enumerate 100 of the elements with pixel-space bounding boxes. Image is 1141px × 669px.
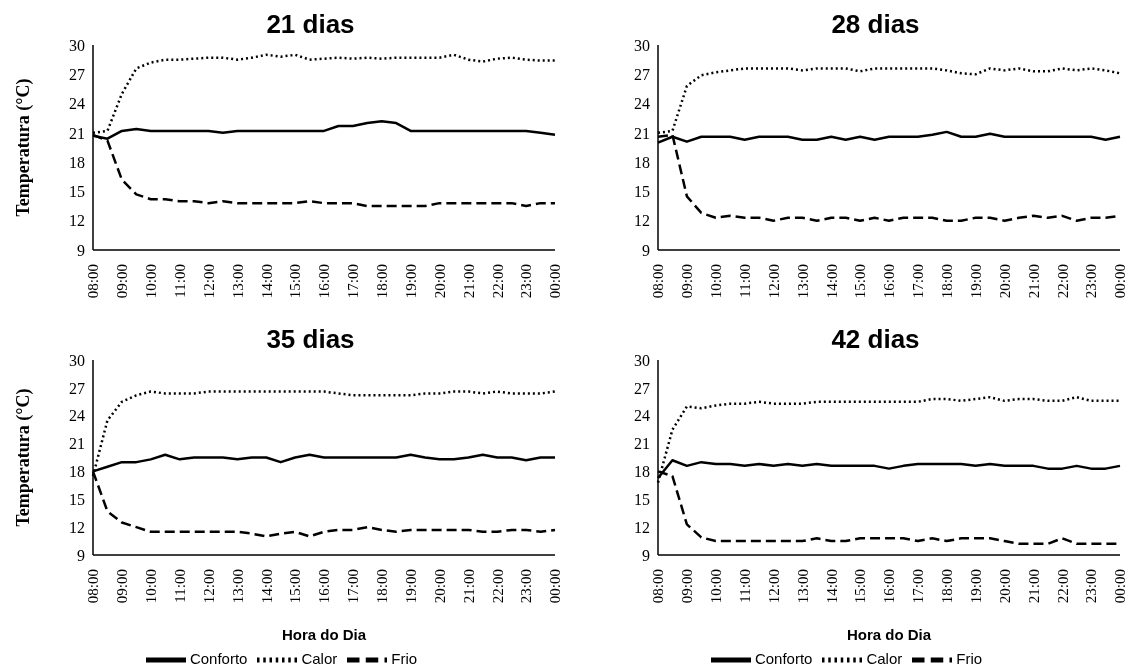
x-tick-label: 16:00: [316, 569, 333, 604]
x-tick-label: 10:00: [708, 569, 724, 604]
x-tick-label: 18:00: [374, 264, 390, 299]
x-tick-label: 19:00: [967, 569, 984, 604]
y-tick-label: 21: [634, 124, 650, 142]
x-tick-label: 15:00: [852, 264, 869, 299]
y-tick-label: 12: [634, 212, 650, 230]
y-tick-label: 21: [634, 435, 650, 453]
x-tick-label: 15:00: [287, 264, 304, 299]
chart-title: 28 dias: [831, 9, 920, 39]
x-tick-label: 11:00: [171, 264, 188, 298]
x-tick-label: 17:00: [910, 264, 927, 299]
x-tick-label: 13:00: [794, 569, 811, 604]
x-tick-label: 00:00: [547, 264, 564, 299]
y-tick-label: 24: [69, 95, 85, 113]
x-tick-label: 21:00: [1025, 569, 1042, 604]
x-tick-label: 13:00: [229, 569, 246, 604]
x-tick-label: 11:00: [171, 569, 188, 603]
x-tick-label: 17:00: [910, 569, 927, 604]
x-tick-label: 22:00: [489, 569, 506, 604]
x-tick-label: 21:00: [460, 569, 477, 604]
x-tick-label: 15:00: [852, 569, 869, 604]
legend-label: Conforto: [189, 649, 248, 667]
y-tick-label: 27: [69, 379, 85, 397]
x-tick-label: 20:00: [996, 569, 1013, 604]
x-tick-label: 23:00: [518, 264, 535, 299]
x-tick-label: 09:00: [114, 569, 131, 604]
x-tick-label: 13:00: [229, 264, 246, 299]
chart-title: 21 dias: [266, 9, 355, 39]
x-tick-label: 12:00: [200, 264, 217, 299]
y-tick-label: 24: [634, 407, 650, 425]
x-tick-label: 15:00: [287, 569, 304, 604]
x-tick-label: 17:00: [345, 264, 362, 299]
x-axis-title: Hora do Dia: [846, 626, 932, 643]
legend-label: Conforto: [754, 649, 813, 667]
y-tick-label: 15: [69, 183, 85, 201]
x-tick-label: 18:00: [939, 569, 955, 604]
y-tick-label: 30: [69, 36, 85, 54]
x-tick-label: 13:00: [794, 264, 811, 299]
x-tick-label: 22:00: [489, 264, 506, 299]
y-tick-label: 18: [69, 153, 85, 171]
x-tick-label: 21:00: [460, 264, 477, 299]
x-tick-label: 09:00: [114, 264, 131, 299]
y-tick-label: 18: [634, 153, 650, 171]
y-tick-label: 21: [69, 124, 85, 142]
legend-label: Frio: [391, 649, 418, 667]
x-tick-label: 10:00: [143, 569, 159, 604]
y-tick-label: 27: [634, 379, 650, 397]
x-tick-label: 14:00: [823, 569, 840, 604]
x-tick-label: 16:00: [316, 264, 333, 299]
x-tick-label: 10:00: [143, 264, 159, 299]
x-tick-label: 18:00: [939, 264, 955, 299]
x-tick-label: 23:00: [1083, 264, 1100, 299]
x-tick-label: 20:00: [431, 569, 448, 604]
y-tick-label: 9: [77, 546, 85, 564]
y-tick-label: 24: [634, 95, 650, 113]
x-tick-label: 08:00: [85, 264, 102, 299]
y-tick-label: 12: [634, 518, 650, 536]
chart-title: 35 dias: [266, 324, 355, 354]
y-tick-label: 30: [69, 351, 85, 369]
x-tick-label: 22:00: [1054, 569, 1071, 604]
x-tick-label: 20:00: [431, 264, 448, 299]
x-tick-label: 12:00: [765, 264, 782, 299]
x-tick-label: 17:00: [345, 569, 362, 604]
x-tick-label: 09:00: [679, 264, 696, 299]
x-tick-label: 19:00: [402, 569, 419, 604]
y-tick-label: 12: [69, 518, 85, 536]
x-tick-label: 23:00: [1083, 569, 1100, 604]
x-tick-label: 19:00: [967, 264, 984, 299]
x-tick-label: 19:00: [402, 264, 419, 299]
y-tick-label: 30: [634, 36, 650, 54]
x-tick-label: 08:00: [650, 569, 667, 604]
x-tick-label: 11:00: [736, 569, 753, 603]
x-tick-label: 11:00: [736, 264, 753, 298]
y-tick-label: 9: [77, 241, 85, 259]
y-tick-label: 18: [69, 463, 85, 481]
x-axis-title: Hora do Dia: [281, 626, 367, 643]
y-tick-label: 15: [634, 490, 650, 508]
x-tick-label: 08:00: [85, 569, 102, 604]
x-tick-label: 16:00: [881, 264, 898, 299]
x-tick-label: 22:00: [1054, 264, 1071, 299]
x-tick-label: 23:00: [518, 569, 535, 604]
y-tick-label: 12: [69, 212, 85, 230]
x-tick-label: 00:00: [547, 569, 564, 604]
legend-label: Frio: [956, 649, 983, 667]
chart-title: 42 dias: [831, 324, 920, 354]
legend-label: Calor: [301, 649, 338, 667]
x-tick-label: 21:00: [1025, 264, 1042, 299]
y-tick-label: 21: [69, 435, 85, 453]
x-tick-label: 12:00: [200, 569, 217, 604]
x-tick-label: 09:00: [679, 569, 696, 604]
y-tick-label: 27: [634, 65, 650, 83]
y-axis-title: Temperatura (°C): [13, 78, 35, 217]
x-tick-label: 00:00: [1112, 264, 1129, 299]
x-tick-label: 08:00: [650, 264, 667, 299]
y-tick-label: 30: [634, 351, 650, 369]
x-tick-label: 12:00: [765, 569, 782, 604]
y-axis-title: Temperatura (°C): [13, 388, 35, 527]
y-tick-label: 15: [634, 183, 650, 201]
x-tick-label: 00:00: [1112, 569, 1129, 604]
